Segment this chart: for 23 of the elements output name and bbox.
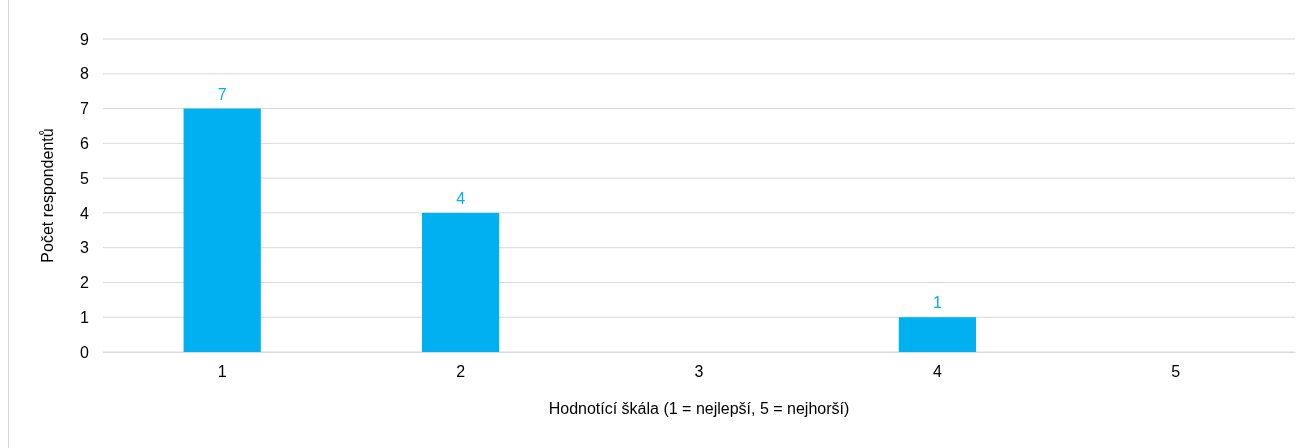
y-tick-label: 4 [80, 204, 90, 222]
bar [421, 212, 500, 352]
x-tick-label: 3 [694, 363, 704, 381]
data-label: 7 [217, 85, 227, 103]
x-tick-label: 5 [1171, 363, 1181, 381]
y-tick-label: 0 [80, 343, 90, 361]
bar [183, 108, 261, 352]
y-tick-label: 9 [80, 30, 90, 48]
y-tick-label: 6 [80, 134, 90, 152]
y-tick-label: 7 [80, 100, 90, 118]
y-tick-label: 1 [80, 308, 90, 326]
y-axis-title: Počet respondentů [39, 128, 56, 263]
x-tick-label: 2 [456, 363, 466, 381]
data-label: 1 [932, 294, 942, 312]
x-tick-label: 4 [932, 363, 942, 381]
y-tick-label: 2 [80, 274, 90, 292]
x-tick-label: 1 [217, 363, 227, 381]
y-tick-label: 5 [80, 169, 90, 187]
x-axis-title: Hodnotící škála (1 = nejlepší, 5 = nejhorší) [548, 400, 850, 417]
bar [898, 317, 977, 352]
y-tick-label: 8 [80, 65, 90, 83]
y-tick-label: 3 [80, 239, 90, 257]
data-label: 4 [456, 189, 466, 207]
